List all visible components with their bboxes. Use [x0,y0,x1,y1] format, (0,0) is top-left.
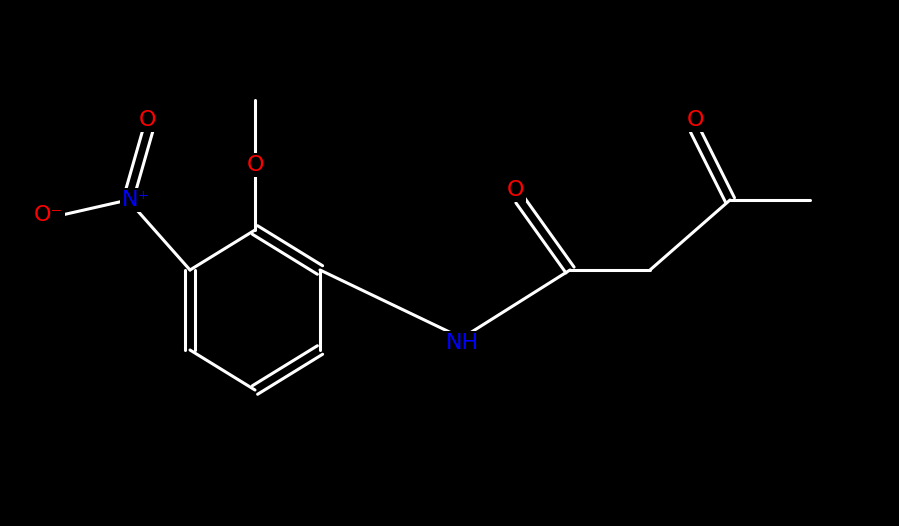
Text: O: O [506,180,524,200]
Text: O: O [246,155,263,175]
Text: NH: NH [445,333,478,353]
Text: O: O [139,110,156,130]
Text: N⁺: N⁺ [122,190,150,210]
Text: O⁻: O⁻ [33,205,63,225]
Text: O: O [686,110,704,130]
